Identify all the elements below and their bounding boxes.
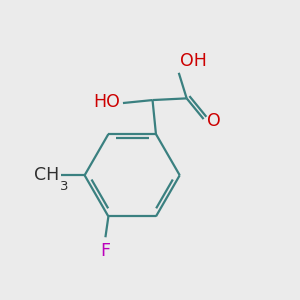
Text: O: O — [207, 112, 220, 130]
Text: HO: HO — [93, 93, 120, 111]
Text: CH: CH — [34, 166, 59, 184]
Text: OH: OH — [180, 52, 207, 70]
Text: F: F — [100, 242, 110, 260]
Text: 3: 3 — [60, 180, 68, 193]
